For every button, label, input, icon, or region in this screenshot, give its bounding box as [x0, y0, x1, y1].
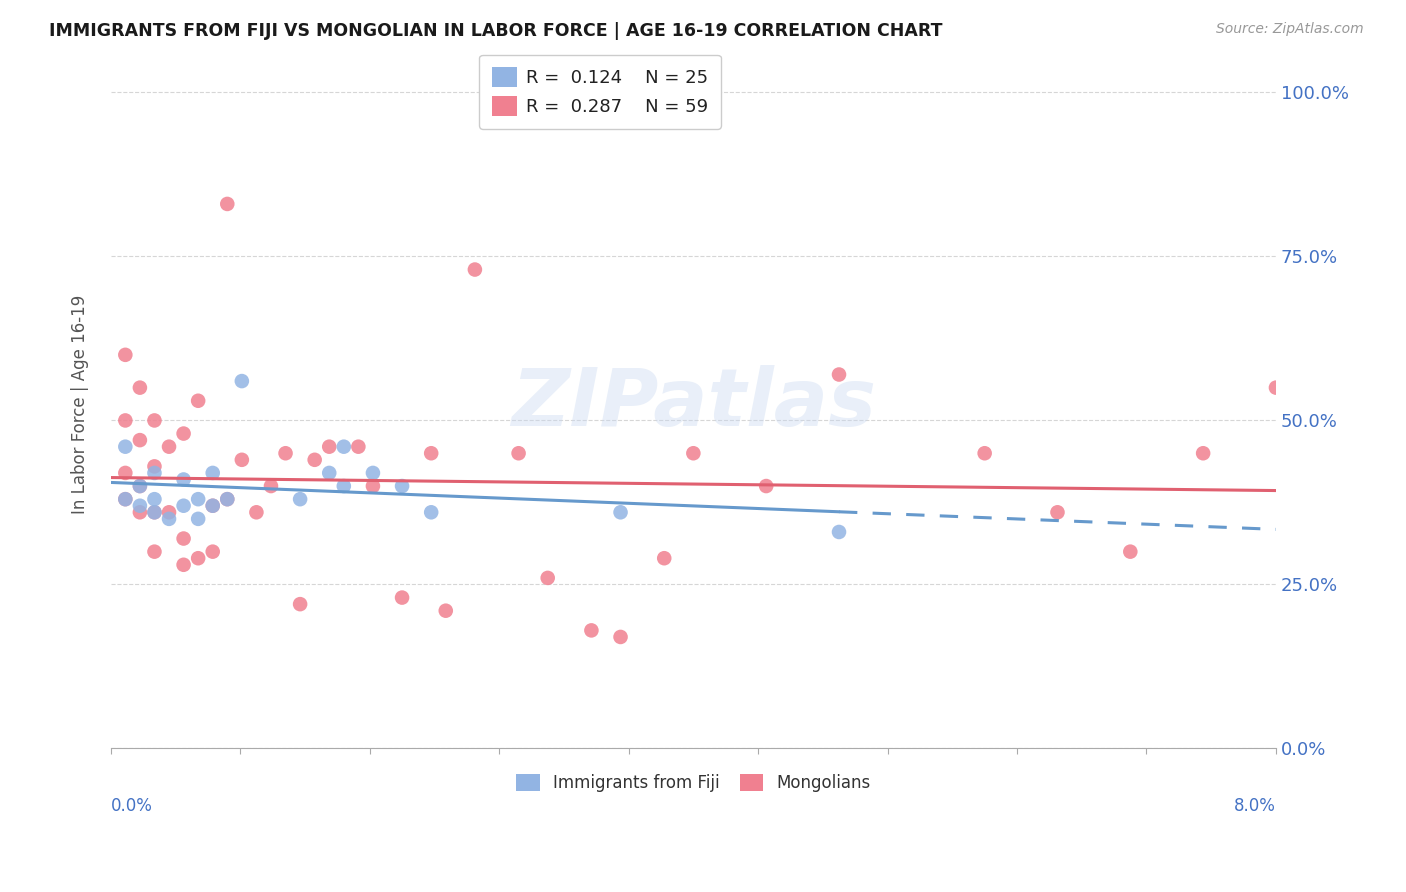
Point	[187, 393, 209, 408]
Point	[391, 591, 413, 605]
Point	[143, 413, 166, 427]
Point	[129, 433, 152, 447]
Point	[231, 452, 253, 467]
Point	[143, 544, 166, 558]
Point	[187, 512, 209, 526]
Point	[1192, 446, 1215, 460]
Point	[581, 624, 603, 638]
Point	[217, 492, 239, 507]
Point	[114, 492, 136, 507]
Point	[333, 479, 356, 493]
Point	[173, 499, 195, 513]
Point	[187, 492, 209, 507]
Point	[143, 505, 166, 519]
Point	[114, 413, 136, 427]
Point	[434, 604, 457, 618]
Point	[828, 524, 851, 539]
Point	[755, 479, 778, 493]
Point	[391, 479, 413, 493]
Point	[201, 466, 224, 480]
Point	[114, 440, 136, 454]
Point	[420, 446, 443, 460]
Point	[609, 505, 631, 519]
Point	[129, 505, 152, 519]
Point	[828, 368, 851, 382]
Point	[682, 446, 704, 460]
Point	[973, 446, 995, 460]
Point	[464, 262, 486, 277]
Point	[333, 440, 356, 454]
Point	[231, 374, 253, 388]
Point	[245, 505, 267, 519]
Point	[157, 440, 180, 454]
Point	[143, 466, 166, 480]
Point	[288, 492, 311, 507]
Point	[1046, 505, 1069, 519]
Point	[318, 440, 340, 454]
Point	[201, 499, 224, 513]
Point	[114, 466, 136, 480]
Point	[173, 558, 195, 572]
Text: 8.0%: 8.0%	[1234, 797, 1277, 814]
Point	[609, 630, 631, 644]
Point	[652, 551, 675, 566]
Point	[361, 479, 384, 493]
Point	[260, 479, 283, 493]
Point	[173, 532, 195, 546]
Text: 0.0%: 0.0%	[111, 797, 153, 814]
Point	[157, 505, 180, 519]
Legend: Immigrants from Fiji, Mongolians: Immigrants from Fiji, Mongolians	[506, 764, 880, 802]
Point	[217, 197, 239, 211]
Point	[173, 426, 195, 441]
Point	[318, 466, 340, 480]
Point	[508, 446, 530, 460]
Point	[304, 452, 326, 467]
Point	[129, 381, 152, 395]
Point	[361, 466, 384, 480]
Point	[114, 348, 136, 362]
Point	[201, 499, 224, 513]
Point	[217, 492, 239, 507]
Point	[173, 473, 195, 487]
Point	[537, 571, 560, 585]
Point	[187, 551, 209, 566]
Point	[347, 440, 370, 454]
Point	[143, 492, 166, 507]
Point	[129, 499, 152, 513]
Point	[288, 597, 311, 611]
Text: Source: ZipAtlas.com: Source: ZipAtlas.com	[1216, 22, 1364, 37]
Point	[1265, 381, 1288, 395]
Point	[274, 446, 297, 460]
Point	[143, 459, 166, 474]
Point	[129, 479, 152, 493]
Point	[143, 505, 166, 519]
Point	[201, 544, 224, 558]
Point	[1119, 544, 1142, 558]
Point	[129, 479, 152, 493]
Y-axis label: In Labor Force | Age 16-19: In Labor Force | Age 16-19	[72, 294, 89, 514]
Point	[420, 505, 443, 519]
Point	[114, 492, 136, 507]
Point	[157, 512, 180, 526]
Text: ZIPatlas: ZIPatlas	[510, 365, 876, 443]
Text: IMMIGRANTS FROM FIJI VS MONGOLIAN IN LABOR FORCE | AGE 16-19 CORRELATION CHART: IMMIGRANTS FROM FIJI VS MONGOLIAN IN LAB…	[49, 22, 942, 40]
